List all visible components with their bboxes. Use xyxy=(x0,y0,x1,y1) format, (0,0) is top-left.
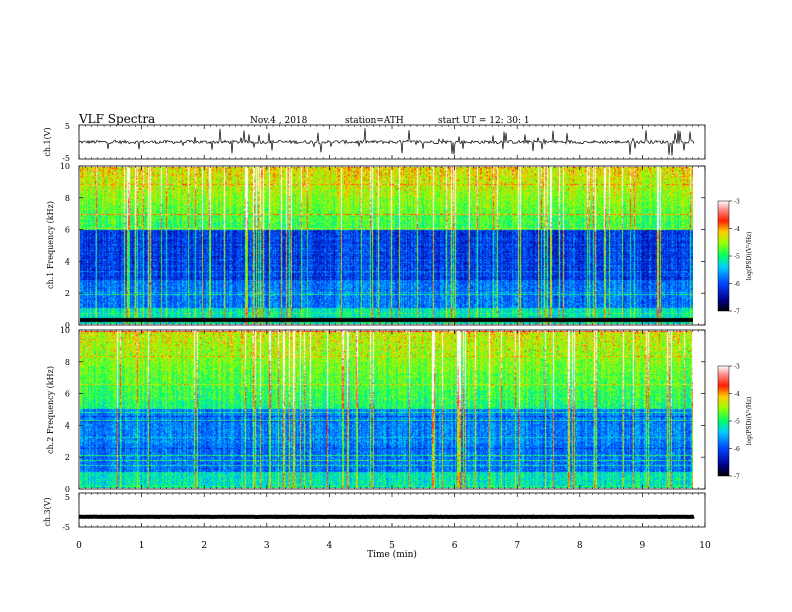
ch2-colorbar-gradient xyxy=(717,365,730,477)
colorbar-tick-label: -4 xyxy=(734,226,740,233)
ch3-ytick-top: 5 xyxy=(65,493,70,502)
ch1-colorbar-label: log(PSD)(V²/Hz) xyxy=(746,232,753,281)
ch1-ytick-bottom: -5 xyxy=(62,154,70,163)
ch1-spectrogram-panel: ch.1 Frequency (kHz) 0 2 4 6 8 10 xyxy=(46,162,706,330)
spectrogram-ytick-label: 4 xyxy=(65,257,70,266)
spectrogram-ytick-label: 0 xyxy=(65,485,70,494)
colorbar-tick-label: -3 xyxy=(734,199,740,206)
x-tick-label: 10 xyxy=(699,541,711,551)
colorbar-tick-label: -6 xyxy=(734,446,740,453)
colorbar-tick-label: -5 xyxy=(734,419,740,426)
ch1-colorbar-gradient xyxy=(717,200,730,312)
colorbar-tick-label: -3 xyxy=(734,364,740,371)
colorbar-tick-label: -6 xyxy=(734,281,740,288)
spectrogram-ytick-label: 10 xyxy=(60,326,70,335)
spectrogram-ytick-label: 8 xyxy=(65,358,70,367)
spectrogram-ytick-label: 2 xyxy=(65,289,70,298)
x-tick-label: 0 xyxy=(76,541,82,551)
start-time-label: start UT = 12: 30: 1 xyxy=(438,116,530,126)
x-tick-label: 4 xyxy=(327,541,333,551)
ch1-waveform-ylabel: ch.1(V) xyxy=(43,127,52,156)
x-tick-label: 2 xyxy=(201,541,207,551)
ch2-spectrogram-image xyxy=(80,331,693,488)
x-tick-label: 3 xyxy=(264,541,270,551)
spectrogram-ytick-label: 2 xyxy=(65,453,70,462)
ch2-spectrogram-ylabel: ch.2 Frequency (kHz) xyxy=(46,366,55,454)
date-label: Nov.4 , 2018 xyxy=(250,116,308,126)
ch2-spectrogram-panel: ch.2 Frequency (kHz) 0 2 4 6 8 10 xyxy=(46,326,706,494)
x-tick-label: 1 xyxy=(139,541,145,551)
ch1-ytick-top: 5 xyxy=(65,122,70,131)
ch1-colorbar: -3 -4 -5 -6 -7 log(PSD)(V²/Hz) xyxy=(717,199,753,316)
ch3-waveform-frame xyxy=(78,492,706,528)
spectrogram-ytick-label: 0 xyxy=(65,321,70,330)
spectrogram-ytick-label: 6 xyxy=(65,390,70,399)
ch1-spectrogram-ylabel: ch.1 Frequency (kHz) xyxy=(46,201,55,289)
station-label: station=ATH xyxy=(345,116,404,126)
spectrogram-ytick-label: 6 xyxy=(65,226,70,235)
ch3-waveform-panel: 5 -5 ch.3(V) xyxy=(43,492,706,532)
colorbar-tick-label: -7 xyxy=(734,474,740,481)
x-tick-label: 6 xyxy=(452,541,458,551)
colorbar-tick-label: -5 xyxy=(734,254,740,261)
time-axis: 0 1 2 3 4 5 6 7 8 9 10 xyxy=(76,125,711,551)
ch1-waveform-panel: 5 -5 ch.1(V) xyxy=(43,122,706,163)
ch2-colorbar: -3 -4 -5 -6 -7 log(PSD)(V²/Hz) xyxy=(717,364,753,481)
x-tick-label: 8 xyxy=(577,541,583,551)
colorbar-tick-label: -7 xyxy=(734,309,740,316)
x-tick-label: 5 xyxy=(389,541,395,551)
ch3-waveform-ylabel: ch.3(V) xyxy=(43,497,52,526)
spectrogram-ytick-label: 10 xyxy=(60,162,70,171)
ch2-colorbar-label: log(PSD)(V²/Hz) xyxy=(746,397,753,446)
ch1-spectrogram-image xyxy=(80,167,693,324)
spectrogram-ytick-label: 4 xyxy=(65,421,70,430)
x-tick-label: 9 xyxy=(640,541,646,551)
ch1-waveform-line xyxy=(79,128,695,156)
ch3-ytick-bottom: -5 xyxy=(62,523,70,532)
colorbar-tick-label: -4 xyxy=(734,391,740,398)
time-axis-label: Time (min) xyxy=(367,549,417,560)
spectrogram-ytick-label: 8 xyxy=(65,194,70,203)
chart-title: VLF Spectra xyxy=(78,112,155,126)
x-tick-label: 7 xyxy=(514,541,520,551)
